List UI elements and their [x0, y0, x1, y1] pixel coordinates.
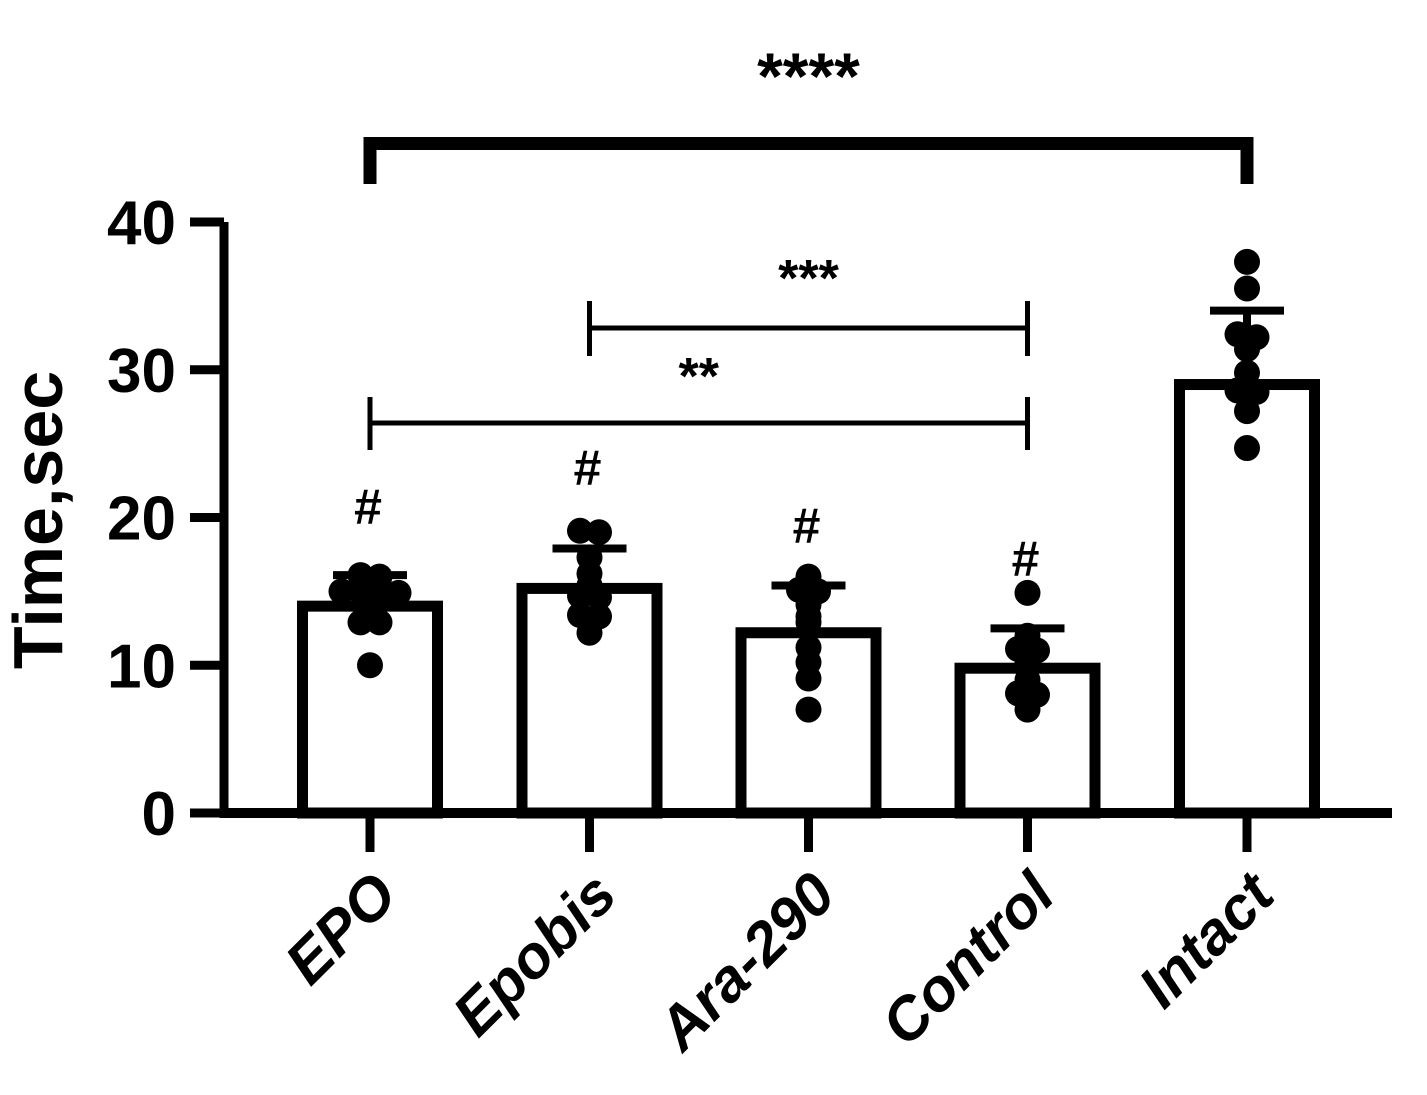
- data-point-EPO: [357, 652, 383, 679]
- significance-bracket-1: ****: [363, 39, 1254, 184]
- significance-brackets-layer: *********: [363, 39, 1254, 450]
- bracket-line: [363, 137, 1254, 184]
- data-point-Intact: [1234, 275, 1260, 302]
- data-point-Intact: [1224, 377, 1251, 404]
- data-point-Intact: [1234, 336, 1260, 363]
- data-point-Ara-290: [795, 665, 822, 692]
- data-point-Ara-290: [795, 609, 822, 636]
- data-point-EPO: [385, 579, 412, 606]
- data-point-Epobis: [586, 584, 612, 611]
- hash-mark-Control: #: [1012, 531, 1040, 587]
- data-point-EPO: [347, 609, 374, 636]
- category-label-Control: Control: [869, 859, 1068, 1058]
- hash-mark-EPO: #: [354, 479, 382, 535]
- data-points-layer: [328, 248, 1270, 723]
- data-point-Control: [1014, 579, 1041, 606]
- category-label-Intact: Intact: [1126, 858, 1289, 1021]
- bars-layer: [297, 379, 1320, 819]
- hash-mark-Ara-290: #: [793, 498, 821, 554]
- data-point-Intact: [1234, 248, 1260, 275]
- y-tick-label-10: 10: [107, 632, 176, 701]
- bar-EPO: [297, 600, 443, 819]
- significance-label: **: [679, 348, 720, 406]
- hash-mark-Epobis: #: [574, 440, 602, 496]
- hash-annotations-layer: # # # #: [354, 440, 1039, 587]
- significance-bracket-3: **: [367, 348, 1030, 450]
- data-point-EPO: [366, 609, 393, 636]
- data-point-Epobis: [586, 519, 612, 546]
- data-point-Epobis: [567, 582, 593, 609]
- data-point-Intact: [1234, 398, 1260, 425]
- y-tick-label-0: 0: [142, 780, 176, 849]
- y-tick-label-40: 40: [107, 189, 176, 258]
- data-point-Intact: [1243, 378, 1270, 405]
- data-point-EPO: [328, 578, 355, 605]
- data-point-Ara-290: [795, 696, 822, 723]
- significance-label: ***: [778, 250, 839, 308]
- significance-label: ****: [757, 39, 860, 113]
- y-tick-label-30: 30: [107, 337, 176, 406]
- significance-bracket-2: ***: [587, 250, 1030, 356]
- category-label-EPO: EPO: [272, 860, 409, 997]
- category-label-Ara-290: Ara-290: [643, 860, 847, 1064]
- data-point-Epobis: [567, 517, 593, 544]
- data-point-Epobis: [576, 619, 603, 646]
- category-labels-layer: EPO Epobis Ara-290 Control Intact: [272, 858, 1288, 1065]
- category-label-Epobis: Epobis: [440, 860, 629, 1049]
- data-point-Control: [1014, 696, 1041, 723]
- data-point-Intact: [1234, 435, 1260, 462]
- y-tick-label-20: 20: [107, 485, 176, 554]
- y-axis-title: Time,sec: [0, 371, 77, 669]
